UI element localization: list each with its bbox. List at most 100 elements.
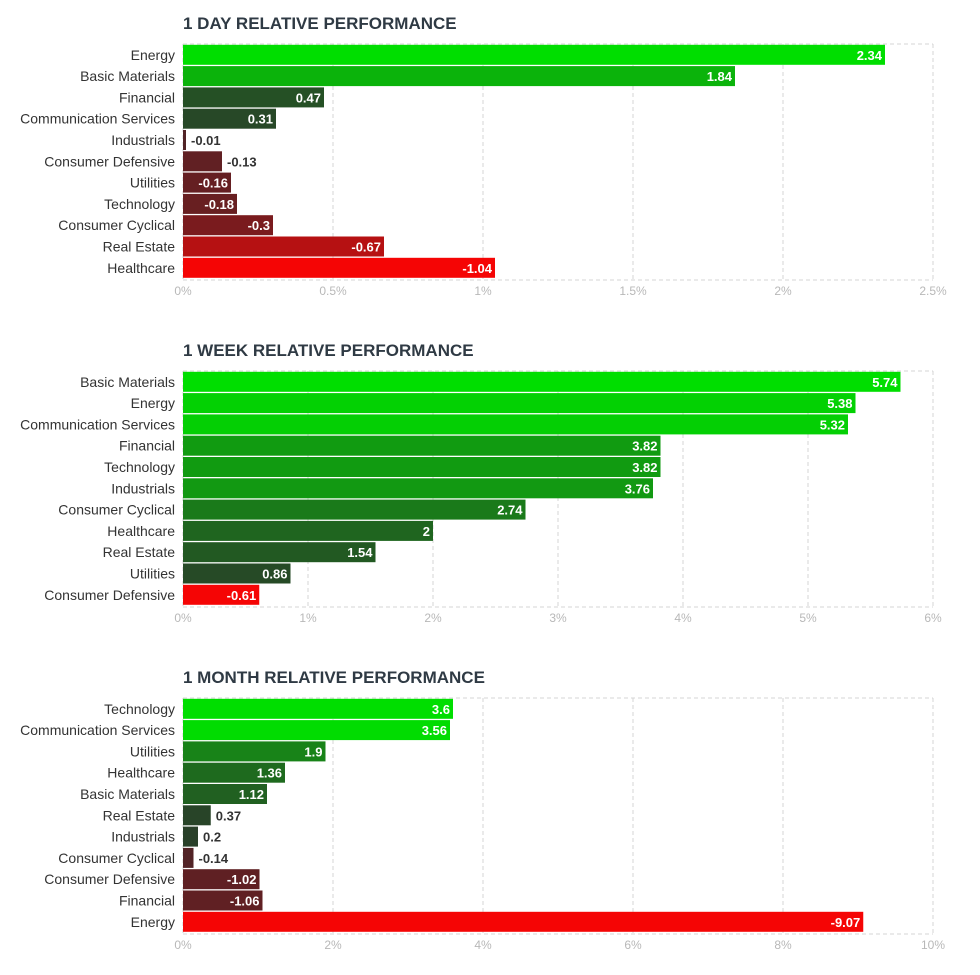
bar	[183, 542, 376, 563]
category-label: Financial	[119, 438, 175, 454]
bar	[183, 890, 263, 911]
category-label: Basic Materials	[80, 374, 175, 390]
bar	[183, 130, 186, 150]
category-label: Financial	[119, 89, 175, 105]
value-label: 1.36	[257, 766, 282, 781]
value-label: -0.18	[204, 197, 234, 212]
x-tick-label: 0%	[174, 938, 192, 952]
x-tick-label: 1.5%	[619, 284, 647, 298]
bar	[183, 698, 453, 719]
category-label: Consumer Defensive	[44, 153, 175, 169]
category-label: Consumer Cyclical	[58, 217, 175, 233]
bar	[183, 193, 237, 214]
x-tick-label: 5%	[799, 611, 817, 625]
x-tick-label: 1%	[299, 611, 317, 625]
category-label: Consumer Cyclical	[58, 850, 175, 866]
bar	[183, 172, 231, 193]
value-label: -1.06	[230, 894, 260, 909]
bar	[183, 784, 267, 804]
x-tick-label: 3%	[549, 611, 567, 625]
bar	[183, 87, 324, 108]
x-tick-label: 2%	[324, 938, 342, 952]
category-label: Financial	[119, 893, 175, 909]
value-label: 3.76	[625, 481, 650, 496]
x-tick-label: 2.5%	[919, 284, 947, 298]
bar	[183, 215, 273, 236]
bar	[183, 911, 864, 932]
bar	[183, 499, 526, 520]
value-label: -0.67	[351, 240, 381, 255]
value-label: 5.32	[820, 417, 845, 432]
category-label: Technology	[104, 459, 175, 475]
bar	[183, 257, 495, 278]
category-label: Energy	[131, 47, 175, 63]
x-tick-label: 6%	[924, 611, 942, 625]
value-label: 1.9	[304, 744, 322, 759]
chart-title: 1 WEEK RELATIVE PERFORMANCE	[183, 341, 474, 360]
category-label: Consumer Defensive	[44, 871, 175, 887]
category-label: Communication Services	[20, 722, 175, 738]
bar	[183, 762, 285, 783]
value-label: -0.01	[191, 133, 221, 148]
x-tick-label: 2%	[424, 611, 442, 625]
x-tick-label: 2%	[774, 284, 792, 298]
category-label: Energy	[131, 914, 175, 930]
x-tick-label: 4%	[474, 938, 492, 952]
bar	[183, 826, 198, 847]
category-label: Real Estate	[103, 544, 176, 560]
value-label: -0.14	[199, 851, 229, 866]
category-label: Industrials	[111, 480, 175, 496]
category-label: Utilities	[130, 175, 175, 191]
value-label: -9.07	[831, 915, 861, 930]
category-label: Real Estate	[103, 239, 176, 255]
category-label: Healthcare	[107, 765, 175, 781]
value-label: 0.47	[296, 90, 321, 105]
x-tick-label: 0.5%	[319, 284, 347, 298]
value-label: 0.31	[248, 112, 273, 127]
category-label: Industrials	[111, 132, 175, 148]
value-label: 1.12	[239, 787, 264, 802]
value-label: 2	[423, 524, 430, 539]
category-label: Healthcare	[107, 260, 175, 276]
bar	[183, 236, 384, 257]
bar	[183, 435, 661, 456]
bar	[183, 414, 848, 435]
chart-title: 1 MONTH RELATIVE PERFORMANCE	[183, 668, 485, 687]
value-label: 1.54	[347, 545, 373, 560]
value-label: -0.3	[248, 218, 270, 233]
bar	[183, 108, 276, 129]
value-label: -0.13	[227, 154, 257, 169]
value-label: 3.82	[632, 460, 657, 475]
x-tick-label: 0%	[174, 284, 192, 298]
category-label: Communication Services	[20, 416, 175, 432]
value-label: 3.56	[422, 723, 447, 738]
bar	[183, 805, 211, 826]
category-label: Basic Materials	[80, 68, 175, 84]
bar	[183, 66, 735, 87]
chart-panel-2: 1 WEEK RELATIVE PERFORMANCE 0% 1% 2% 3% 4% 5% 6…	[20, 341, 942, 625]
bar	[183, 371, 901, 392]
value-label: 2.34	[857, 48, 883, 63]
bar	[183, 457, 661, 477]
category-label: Utilities	[130, 743, 175, 759]
category-label: Healthcare	[107, 523, 175, 539]
x-tick-label: 0%	[174, 611, 192, 625]
bar	[183, 393, 856, 414]
chart-title: 1 DAY RELATIVE PERFORMANCE	[183, 14, 457, 33]
category-label: Real Estate	[103, 807, 176, 823]
bar	[183, 720, 450, 741]
category-label: Technology	[104, 196, 175, 212]
value-label: -0.16	[198, 176, 228, 191]
category-label: Consumer Defensive	[44, 587, 175, 603]
value-label: -1.02	[227, 872, 257, 887]
value-label: 2.74	[497, 503, 523, 518]
category-label: Basic Materials	[80, 786, 175, 802]
value-label: 5.38	[827, 396, 852, 411]
chart-panel-1: 1 DAY RELATIVE PERFORMANCE 0% 0.5% 1% 1.5% 2%…	[20, 14, 947, 298]
x-tick-label: 1%	[474, 284, 492, 298]
x-tick-label: 6%	[624, 938, 642, 952]
category-label: Consumer Cyclical	[58, 502, 175, 518]
bar	[183, 563, 291, 584]
x-tick-label: 10%	[921, 938, 945, 952]
